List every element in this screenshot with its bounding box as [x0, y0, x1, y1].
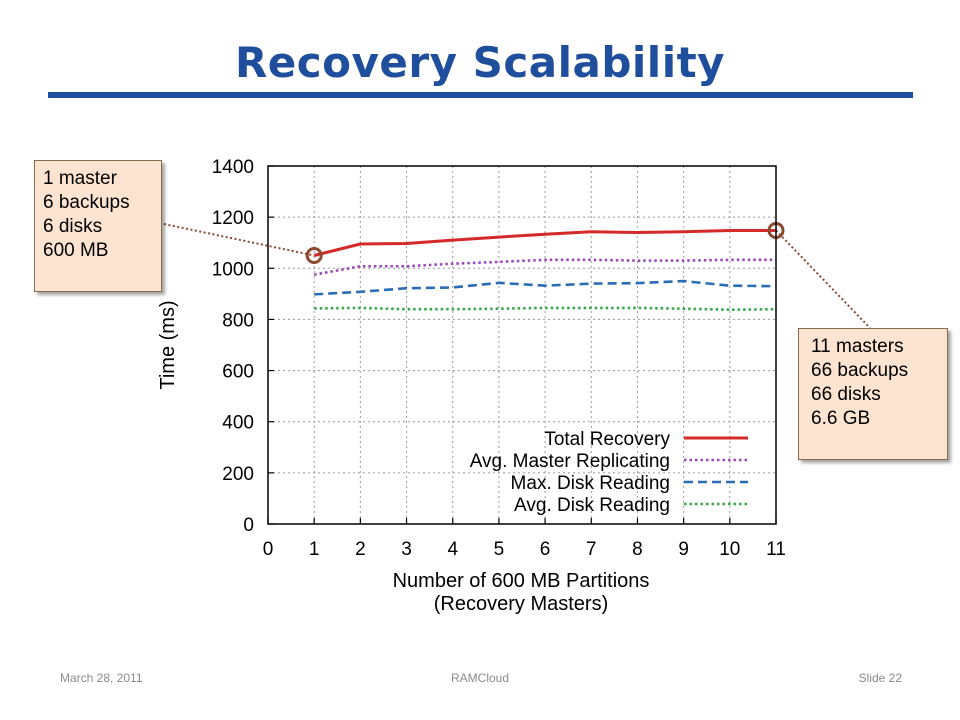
y-tick-label: 400: [222, 413, 254, 434]
callout-eleven-masters: 11 masters 66 backups 66 disks 6.6 GB: [798, 328, 948, 460]
x-tick-label: 10: [719, 539, 740, 560]
series-lines: [313, 228, 777, 312]
callout-single-master: 1 master 6 backups 6 disks 600 MB: [34, 160, 162, 292]
series-line: [313, 258, 776, 276]
x-tick-label: 5: [494, 539, 505, 560]
y-axis-label: Time (ms): [157, 300, 179, 389]
x-tick-label: 3: [401, 539, 412, 560]
x-tick-label: 1: [309, 539, 320, 560]
footer-slide-number: Slide 22: [858, 671, 902, 685]
y-tick-label: 1000: [212, 259, 254, 280]
leader-line-right: [775, 229, 871, 329]
callout-line: 6.6 GB: [811, 408, 871, 429]
callout-line: 6 disks: [43, 216, 103, 237]
y-tick-label: 200: [222, 464, 254, 485]
series-line: [313, 228, 776, 257]
series-line: [314, 279, 777, 296]
callout-line: 600 MB: [43, 240, 109, 261]
plot-frame: [267, 165, 777, 525]
slide-title: Recovery Scalability: [234, 38, 726, 87]
footer-date: March 28, 2011: [60, 671, 143, 685]
y-tick-label: 0: [243, 515, 254, 536]
callout-line: 1 master: [43, 168, 117, 189]
x-tick-label: 9: [678, 539, 689, 560]
x-tick-label: 2: [355, 539, 366, 560]
legend-label: Avg. Disk Reading: [514, 495, 670, 516]
callout-line: 6 backups: [43, 192, 130, 213]
footer-presentation-name: RAMCloud: [450, 671, 510, 685]
callout-leader-lines: [163, 223, 871, 329]
callout-line: 11 masters: [811, 336, 904, 357]
tick-labels: 0 1 2 3 4 5 6 7 8 9 10 11 0 200 400 600 800 1000 1200 1400: [212, 157, 786, 560]
title-underline: [48, 92, 913, 98]
callout-line: 66 backups: [811, 360, 909, 381]
y-tick-label: 1200: [212, 208, 254, 229]
callout-line: 66 disks: [811, 384, 881, 405]
legend-label: Total Recovery: [544, 429, 670, 450]
x-axis-label: Number of 600 MB Partitions: [393, 570, 650, 592]
highlight-marker: [305, 247, 323, 264]
legend-label: Avg. Master Replicating: [470, 451, 670, 472]
y-tick-label: 800: [222, 310, 254, 331]
y-tick-label: 600: [222, 362, 254, 383]
series-line: [314, 306, 777, 312]
x-tick-label: 11: [766, 539, 786, 560]
x-tick-label: 6: [540, 539, 551, 560]
leader-line-left: [163, 223, 315, 257]
x-tick-label: 8: [632, 539, 643, 560]
y-tick-label: 1400: [212, 157, 254, 178]
x-axis-label-sub: (Recovery Masters): [434, 593, 608, 615]
legend-label: Max. Disk Reading: [511, 473, 670, 494]
x-tick-label: 7: [586, 539, 597, 560]
x-tick-label: 4: [447, 539, 458, 560]
x-tick-label: 0: [263, 539, 274, 560]
